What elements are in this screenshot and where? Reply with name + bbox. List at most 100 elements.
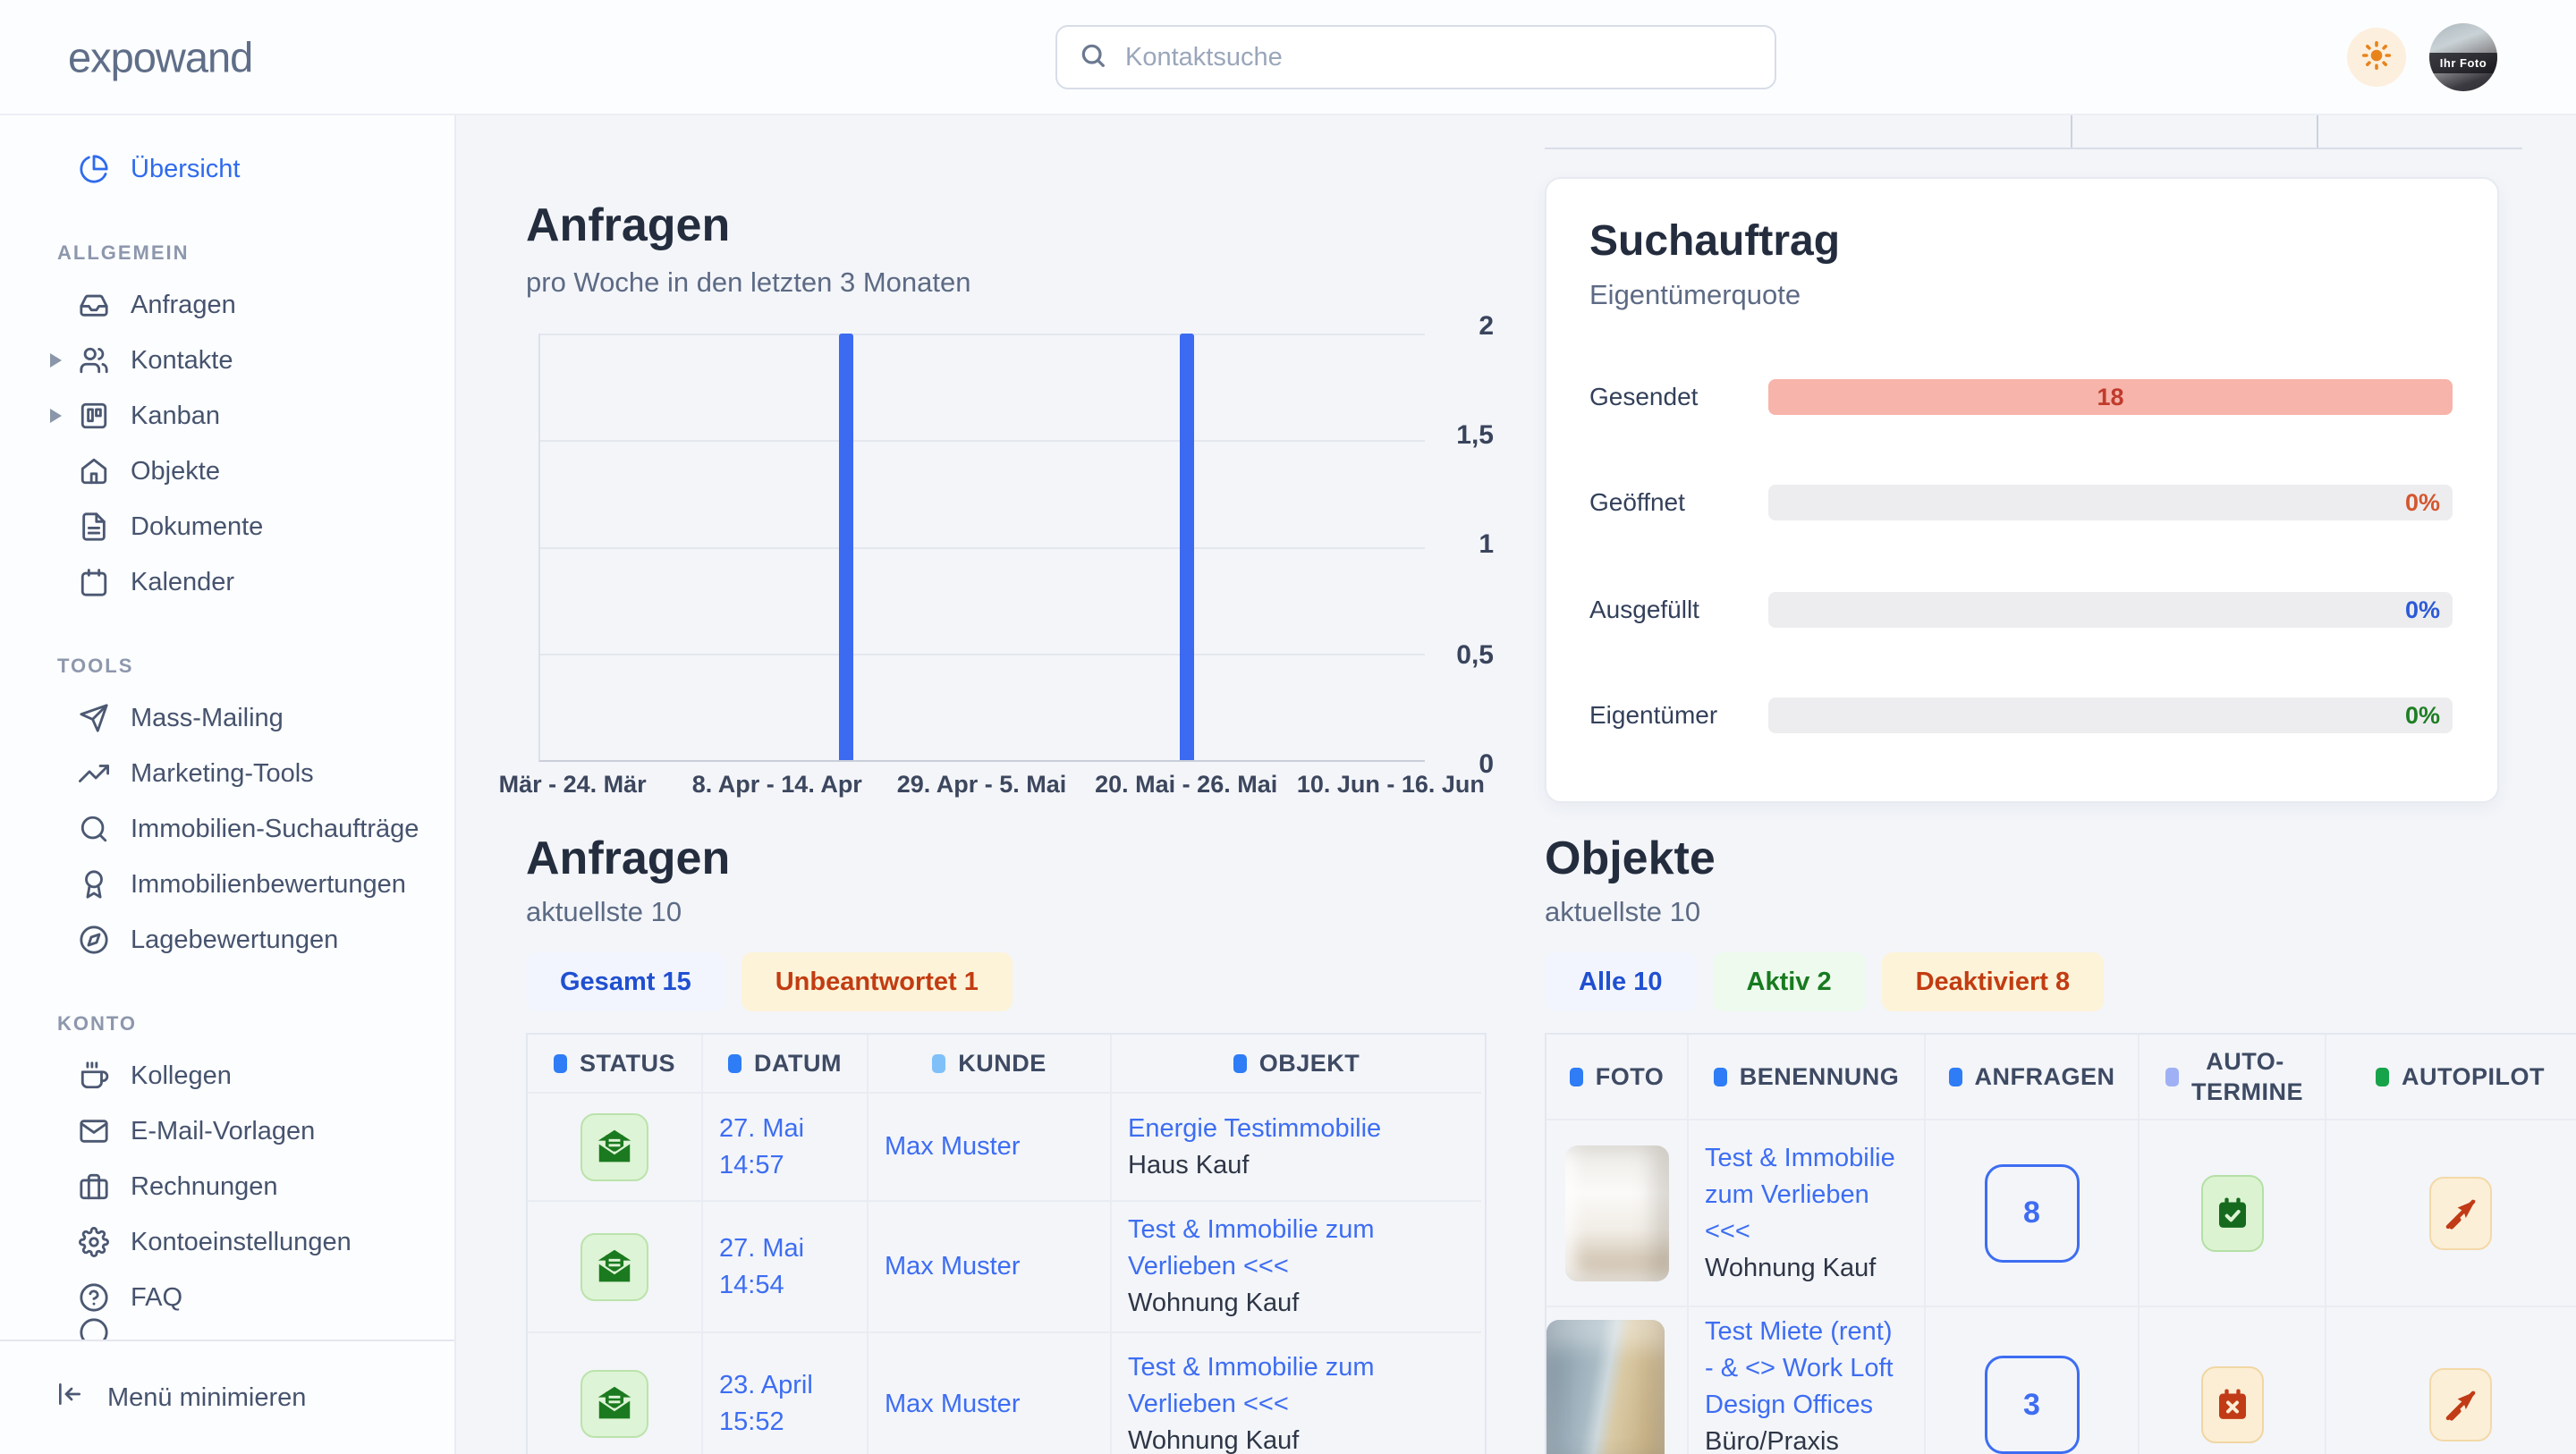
time-link[interactable]: 14:57 [719, 1150, 784, 1179]
sidebar-item-mass-mailing[interactable]: Mass-Mailing [0, 690, 454, 746]
sidebar-item-kalender[interactable]: Kalender [0, 554, 454, 610]
tab-aktiv[interactable]: Aktiv 2 [1712, 952, 1866, 1011]
quote-label: Ausgefüllt [1589, 596, 1699, 623]
customer-link[interactable]: Max Muster [885, 1389, 1021, 1418]
objekt-cell: Test & Immobilie zum Verlieben <<< Wohnun… [1112, 1333, 1481, 1454]
sidebar-item-lagebewertungen[interactable]: Lagebewertungen [0, 912, 454, 968]
sidebar-item-marketing-tools[interactable]: Marketing-Tools [0, 746, 454, 801]
sidebar-item-email-vorlagen[interactable]: E-Mail-Vorlagen [0, 1103, 454, 1159]
object-link[interactable]: Test Miete (rent) - & <> Work Loft Desig… [1705, 1316, 1894, 1419]
object-type: Haus Kauf [1128, 1150, 1250, 1179]
sidebar-item-kontakte[interactable]: Kontakte [0, 333, 454, 388]
object-link[interactable]: Test & Immobilie zum Verlieben <<< [1128, 1352, 1375, 1418]
sidebar-item-label: Dokumente [131, 511, 264, 541]
sidebar-item-objekte[interactable]: Objekte [0, 444, 454, 499]
tab-alle[interactable]: Alle 10 [1545, 952, 1697, 1011]
column-bullet [728, 1053, 741, 1073]
customer-link[interactable]: Max Muster [885, 1252, 1021, 1281]
object-link[interactable]: Energie Testimmobilie [1128, 1113, 1382, 1143]
quote-label: Geöffnet [1589, 488, 1685, 516]
object-photo[interactable] [1546, 1320, 1665, 1454]
autopilot-cell [2326, 1307, 2576, 1454]
column-header-autopilot[interactable]: AUTOPILOT [2326, 1035, 2576, 1120]
column-bullet [932, 1053, 946, 1073]
bar-slot [1085, 334, 1153, 760]
date-link[interactable]: 27. Mai [719, 1233, 805, 1263]
date-link[interactable]: 27. Mai [719, 1113, 805, 1143]
minimize-menu-button[interactable]: Menü minimieren [0, 1341, 454, 1454]
date-link[interactable]: 23. April [719, 1371, 813, 1399]
column-header-benennung[interactable]: BENENNUNG [1689, 1035, 1926, 1120]
sidebar-item-label: Übersicht [131, 154, 241, 183]
column-header-anfragen[interactable]: ANFRAGEN [1926, 1035, 2140, 1120]
sidebar-item-label: FAQ [131, 1282, 183, 1312]
quote-label: Eigentümer [1589, 701, 1718, 729]
sidebar-item-kanban[interactable]: Kanban [0, 388, 454, 444]
app-logo[interactable]: expowand [68, 33, 253, 80]
column-header-objekt[interactable]: OBJEKT [1112, 1035, 1481, 1094]
quote-value: 0% [2404, 488, 2440, 516]
sidebar-section-allgemein: ALLGEMEIN [57, 241, 190, 264]
clipped-nav-icon [79, 1317, 109, 1340]
briefcase-icon [79, 1171, 109, 1202]
sidebar-item-kollegen[interactable]: Kollegen [0, 1048, 454, 1103]
y-axis-tick: 1 [1479, 529, 1494, 559]
mail-open-icon [580, 1112, 648, 1181]
column-header-kunde[interactable]: KUNDE [869, 1035, 1112, 1094]
column-header-status[interactable]: STATUS [528, 1035, 703, 1094]
column-header-foto[interactable]: FOTO [1546, 1035, 1689, 1120]
help-icon [79, 1282, 109, 1313]
anfragen-count-button[interactable]: 8 [1984, 1163, 2080, 1263]
sidebar: Übersicht ALLGEMEIN Anfragen Kontakte [0, 114, 456, 1454]
time-link[interactable]: 14:54 [719, 1270, 784, 1299]
object-photo[interactable] [1564, 1145, 1669, 1281]
y-axis-tick: 2 [1479, 311, 1494, 341]
clipped-table-edge [1545, 114, 2522, 149]
suchauftrag-subtitle: Eigentümerquote [1589, 279, 1801, 310]
y-axis-tick: 0 [1479, 749, 1494, 779]
sidebar-item-immobilienbewertungen[interactable]: Immobilienbewertungen [0, 857, 454, 912]
bar-slot [744, 334, 812, 760]
benennung-cell: Test Miete (rent) - & <> Work Loft Desig… [1689, 1307, 1926, 1454]
sidebar-item-label: Immobilien-Suchaufträge [131, 814, 419, 843]
datum-cell: 27. Mai 14:54 [703, 1202, 869, 1333]
send-slash-icon [2428, 1176, 2492, 1250]
sidebar-section-konto: KONTO [57, 1012, 138, 1035]
object-type: Büro/Praxis Miete [1705, 1426, 1839, 1454]
chevron-right-icon[interactable] [50, 409, 62, 423]
tab-unbeantwortet[interactable]: Unbeantwortet 1 [741, 952, 1013, 1011]
search-input[interactable] [1123, 41, 1753, 73]
tab-gesamt[interactable]: Gesamt 15 [526, 952, 725, 1011]
auto-termine-cell [2140, 1307, 2326, 1454]
object-link[interactable]: Test & Immobilie zum Verlieben <<< [1128, 1215, 1375, 1281]
column-header-auto-termine[interactable]: AUTO-TERMINE [2140, 1035, 2326, 1120]
time-link[interactable]: 15:52 [719, 1408, 784, 1436]
objekte-tabs: Alle 10 Aktiv 2 Deaktiviert 8 [1545, 952, 2105, 1011]
anfragen-count-button[interactable]: 3 [1984, 1356, 2080, 1454]
sidebar-item-anfragen[interactable]: Anfragen [0, 277, 454, 333]
avatar[interactable]: Ihr Foto [2429, 23, 2497, 91]
auto-termine-cell [2140, 1120, 2326, 1307]
sidebar-item-immobilien-suchauftraege[interactable]: Immobilien-Suchaufträge [0, 801, 454, 857]
sidebar-item-dokumente[interactable]: Dokumente [0, 499, 454, 554]
bar-slot [1017, 334, 1085, 760]
objekte-table: FOTO BENENNUNG ANFRAGEN AUTO-TERMINE AUT… [1545, 1033, 2576, 1454]
bar-slot [676, 334, 744, 760]
bar-slot [880, 334, 948, 760]
sidebar-nav: Übersicht ALLGEMEIN Anfragen Kontakte [0, 114, 454, 1340]
sidebar-item-uebersicht[interactable]: Übersicht [0, 141, 454, 197]
column-header-datum[interactable]: DATUM [703, 1035, 869, 1094]
customer-link[interactable]: Max Muster [885, 1132, 1021, 1161]
sun-icon [2360, 39, 2393, 76]
sidebar-item-label: Kontakte [131, 345, 233, 375]
sidebar-item-kontoeinstellungen[interactable]: Kontoeinstellungen [0, 1214, 454, 1270]
quote-value: 0% [2404, 701, 2440, 729]
object-link[interactable]: Test & Immobilie zum Verlieben <<< [1705, 1143, 1895, 1246]
sidebar-item-rechnungen[interactable]: Rechnungen [0, 1159, 454, 1214]
anfragen-cell: 8 [1926, 1120, 2140, 1307]
contact-search [1055, 25, 1776, 89]
sidebar-item-faq[interactable]: FAQ [0, 1270, 454, 1325]
tab-deaktiviert[interactable]: Deaktiviert 8 [1881, 952, 2105, 1011]
theme-toggle-button[interactable] [2347, 28, 2406, 87]
chevron-right-icon[interactable] [50, 353, 62, 368]
